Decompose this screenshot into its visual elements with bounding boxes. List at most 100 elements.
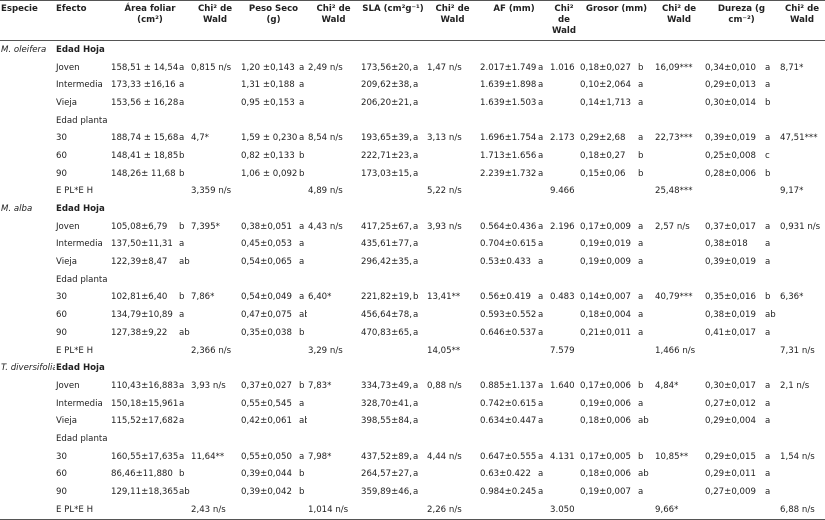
cell: 0.742±0.615 <box>480 398 537 409</box>
empty-cell <box>764 500 779 520</box>
cell: a <box>538 62 544 73</box>
empty-cell <box>479 183 537 201</box>
cell: 158,51 ± 14,54 <box>111 62 178 73</box>
cell: 148,41 ± 18,85 <box>111 150 178 161</box>
cell: 0,54±0,065 <box>241 257 292 268</box>
column-header: Dureza (g cm⁻²) <box>704 0 779 41</box>
empty-cell <box>307 306 360 324</box>
cell: 2.239±1.732 <box>480 168 537 179</box>
empty-cell <box>426 76 479 94</box>
cell: 0,17±0,009 <box>580 221 631 232</box>
cell: a <box>538 133 544 144</box>
empty-cell <box>0 306 55 324</box>
cell: ab <box>299 416 307 427</box>
cell: b <box>638 168 644 179</box>
cell: 1,06 ± 0,092 <box>241 168 298 179</box>
cell: 417,25±67,27 <box>361 221 412 232</box>
column-header: Peso Seco (g) <box>240 0 307 41</box>
cell: 0,37±0,017 <box>705 221 756 232</box>
empty-cell <box>0 377 55 395</box>
cell: a <box>413 487 419 498</box>
cell: a <box>538 292 544 303</box>
cell: 2.017±1.749 <box>480 62 537 73</box>
empty-cell <box>426 94 479 112</box>
cell: a <box>638 292 644 303</box>
cell: a <box>179 398 185 409</box>
cell: 0,34±0,010 <box>705 62 756 73</box>
column-header: Chi² de Wald <box>307 0 360 41</box>
cell: 110,43±16,883 <box>111 380 178 391</box>
group-title: Edad planta <box>56 115 108 126</box>
empty-cell <box>0 183 55 201</box>
cell: 0,18±0,27 <box>580 150 626 161</box>
empty-cell <box>549 76 579 94</box>
row-label: Vieja <box>56 257 78 268</box>
column-header: Chi² de Wald <box>190 0 240 41</box>
cell: b <box>299 469 305 480</box>
cell: b <box>765 292 771 303</box>
group-title: Edad Hoja <box>56 363 105 374</box>
cell: 9.466 <box>550 186 575 197</box>
cell: 0,45±0,053 <box>241 239 292 250</box>
empty-cell <box>0 466 55 484</box>
cell: 0,29±0,013 <box>705 80 756 91</box>
empty-cell <box>0 253 55 271</box>
cell: ab <box>179 257 190 268</box>
cell: 0,21±0,011 <box>580 327 631 338</box>
cell: b <box>638 150 644 161</box>
cell: a <box>413 310 419 321</box>
group-row: Edad planta <box>0 271 825 289</box>
empty-cell <box>654 395 704 413</box>
cell: 6,88 n/s <box>779 500 825 520</box>
cell: 4,89 n/s <box>308 186 343 197</box>
empty-cell <box>549 306 579 324</box>
cell: 0,18±0,006 <box>580 469 631 480</box>
cell: 22,73*** <box>655 133 693 144</box>
cell: 328,70±41,76 <box>361 398 412 409</box>
column-header: Chi² de Wald <box>779 0 825 41</box>
cell: 0,37±0,027 <box>241 380 292 391</box>
cell: 0,17±0,005 <box>580 451 631 462</box>
group-title: Edad planta <box>56 433 108 444</box>
empty-cell <box>110 183 178 201</box>
cell: 153,56 ± 16,28 <box>111 97 178 108</box>
cell: a <box>765 80 771 91</box>
empty-cell <box>637 500 654 520</box>
empty-cell <box>110 342 178 360</box>
interaction-row: E PL*E H 2,43 n/s 1,014 n/s 2,26 n/s 3.050 9,… <box>0 500 825 520</box>
cell: 0,19±0,019 <box>580 239 631 250</box>
cell: 0,815 n/s <box>191 62 232 73</box>
empty-cell <box>307 395 360 413</box>
cell: 5,22 n/s <box>427 186 462 197</box>
cell: a <box>413 451 419 462</box>
cell: 4,7* <box>191 133 209 144</box>
empty-cell <box>307 147 360 165</box>
empty-cell <box>190 483 240 501</box>
cell: 0,55±0,545 <box>241 398 292 409</box>
empty-cell <box>307 76 360 94</box>
cell: 3,29 n/s <box>308 345 343 356</box>
cell: 435,61±77,45 <box>361 239 412 250</box>
cell: 0,29±0,004 <box>705 416 756 427</box>
cell: 127,38±9,22 <box>111 327 168 338</box>
data-row: Joven 110,43±16,883 a 3,93 n/s 0,37±0,027 b 7,… <box>0 377 825 395</box>
empty-cell <box>240 342 298 360</box>
species-name: T. diversifolia <box>1 363 55 374</box>
row-label: Joven <box>56 380 80 391</box>
cell: a <box>765 133 771 144</box>
row-label: 90 <box>56 487 67 498</box>
empty-cell <box>240 183 298 201</box>
cell: 0,931 n/s <box>780 221 821 232</box>
cell: 7,395* <box>191 221 220 232</box>
cell: 296,42±35,83 <box>361 257 412 268</box>
cell: 14,05** <box>427 345 461 356</box>
cell: 222,71±23,60 <box>361 150 412 161</box>
cell: 4,84* <box>655 380 679 391</box>
cell: 2.196 <box>550 221 575 232</box>
cell: 206,20±21,23 <box>361 97 412 108</box>
empty-cell <box>0 147 55 165</box>
cell: 134,79±10,89 <box>111 310 173 321</box>
cell: 102,81±6,40 <box>111 292 168 303</box>
cell: a <box>299 62 305 73</box>
